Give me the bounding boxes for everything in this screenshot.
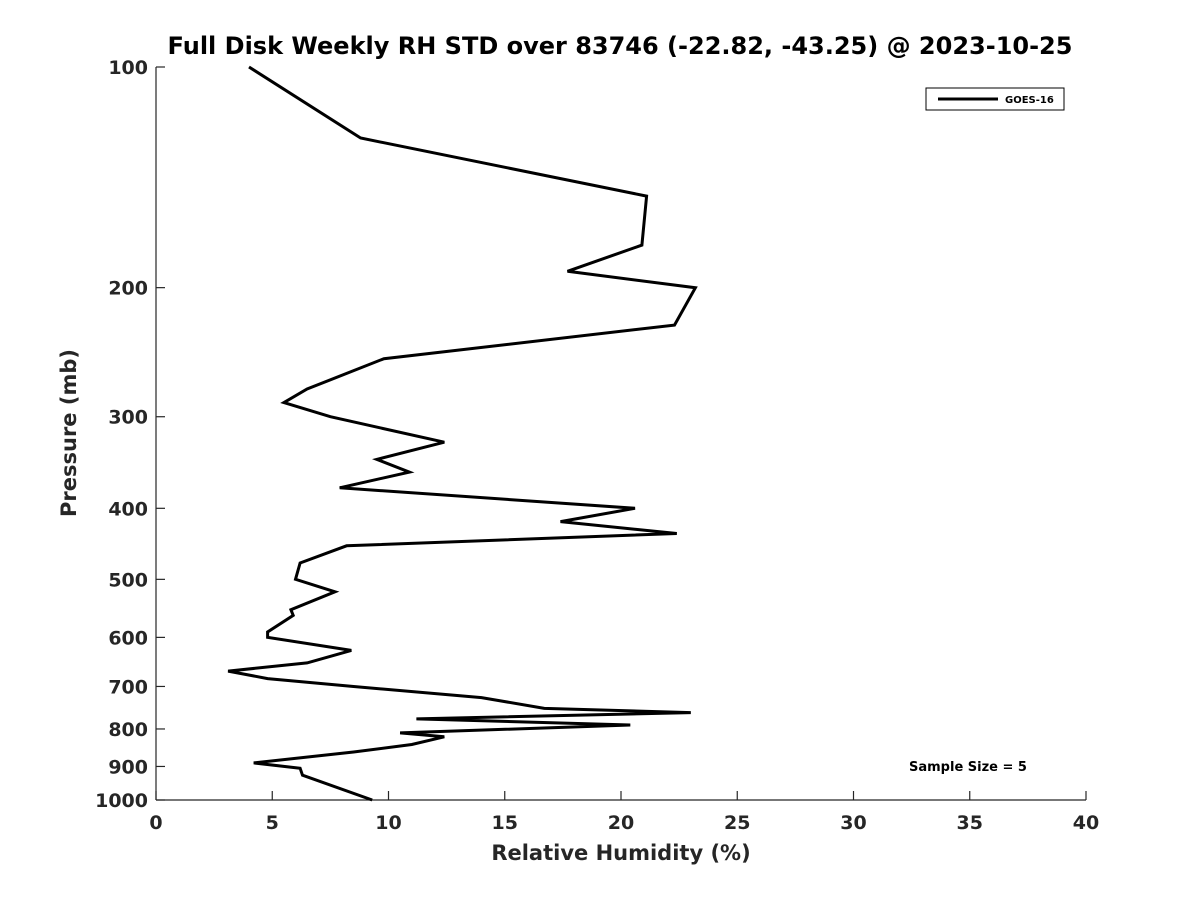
x-tick-label: 30 xyxy=(840,812,866,834)
x-axis-ticks: 0 5 10 15 20 25 30 35 40 xyxy=(149,791,1099,834)
y-tick-label: 100 xyxy=(108,57,148,79)
x-axis-label: Relative Humidity (%) xyxy=(491,841,750,865)
y-axis-label: Pressure (mb) xyxy=(57,349,81,517)
y-tick-label: 1000 xyxy=(95,790,148,812)
series-line-goes-16 xyxy=(227,65,698,802)
y-tick-label: 700 xyxy=(108,676,148,698)
chart-title: Full Disk Weekly RH STD over 83746 (-22.… xyxy=(168,32,1073,60)
y-tick-label: 200 xyxy=(108,278,148,300)
y-tick-label: 900 xyxy=(108,756,148,778)
legend: GOES-16 xyxy=(925,87,1065,111)
plot-area: 0 5 10 15 20 25 30 35 40 100 200 300 400 500 600 700 80… xyxy=(95,57,1099,834)
x-tick-label: 10 xyxy=(375,812,401,834)
sample-size-annotation: Sample Size = 5 xyxy=(909,760,1027,775)
x-tick-label: 35 xyxy=(957,812,983,834)
series-group xyxy=(227,65,698,802)
x-tick-label: 15 xyxy=(492,812,518,834)
y-tick-label: 600 xyxy=(108,627,148,649)
y-axis-ticks: 100 200 300 400 500 600 700 800 900 1000 xyxy=(95,57,165,812)
legend-label-goes-16: GOES-16 xyxy=(1005,95,1054,106)
x-tick-label: 40 xyxy=(1073,812,1099,834)
y-tick-label: 400 xyxy=(108,498,148,520)
y-tick-label: 800 xyxy=(108,719,148,741)
x-tick-label: 20 xyxy=(608,812,634,834)
x-tick-label: 25 xyxy=(724,812,750,834)
x-tick-label: 5 xyxy=(266,812,279,834)
y-tick-label: 500 xyxy=(108,569,148,591)
y-tick-label: 300 xyxy=(108,407,148,429)
x-tick-label: 0 xyxy=(149,812,162,834)
